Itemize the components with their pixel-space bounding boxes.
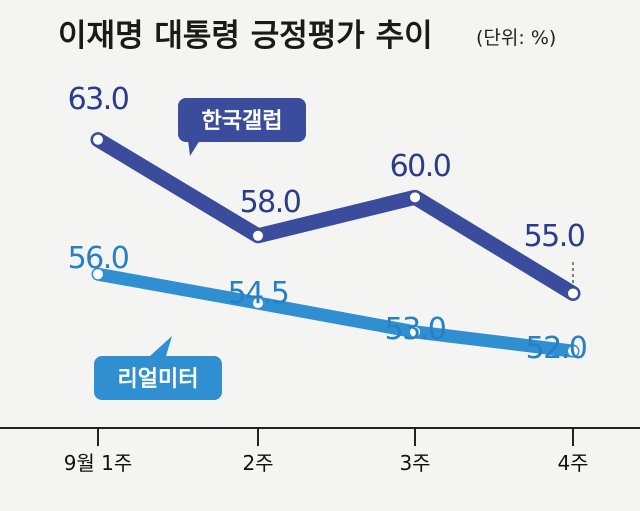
series-badge-box <box>94 356 222 400</box>
series-badge-tail <box>188 140 200 156</box>
data-point <box>93 269 103 280</box>
value-label: 52.0 <box>526 331 587 366</box>
value-label: 56.0 <box>68 241 129 276</box>
x-tick-label: 9월 1주 <box>64 451 133 475</box>
x-tick-label: 4주 <box>557 451 588 475</box>
chart-title: 이재명 대통령 긍정평가 추이 <box>58 18 433 54</box>
x-tick-label: 2주 <box>242 451 273 475</box>
chart-unit: (단위: %) <box>476 27 556 49</box>
data-point <box>93 134 103 145</box>
data-point <box>410 192 420 203</box>
data-point <box>253 298 263 309</box>
value-label: 54.5 <box>228 276 289 311</box>
value-label: 58.0 <box>240 185 301 220</box>
series-name-label: 한국갤럽 <box>202 109 283 134</box>
value-label: 53.0 <box>385 312 446 347</box>
series-line-realmeter <box>91 267 580 358</box>
x-tick-label: 3주 <box>399 451 430 475</box>
value-label: 60.0 <box>390 149 451 184</box>
value-label: 55.0 <box>524 219 585 254</box>
x-axis: 9월 1주 2주 3주 4주 <box>0 427 640 475</box>
series-badge-tail <box>150 336 172 356</box>
series-name-label: 리얼미터 <box>118 367 199 392</box>
series-badge-box <box>178 98 306 142</box>
data-point <box>568 346 578 357</box>
series-lines <box>90 132 581 358</box>
value-labels: 63.0 58.0 60.0 55.0 56.0 54.5 53.0 52.0 <box>68 82 589 366</box>
series-points <box>93 134 578 357</box>
data-point <box>568 288 578 299</box>
data-point <box>410 326 420 337</box>
series-line-gallup <box>90 132 581 301</box>
value-label: 63.0 <box>68 82 129 117</box>
data-point <box>253 230 263 241</box>
